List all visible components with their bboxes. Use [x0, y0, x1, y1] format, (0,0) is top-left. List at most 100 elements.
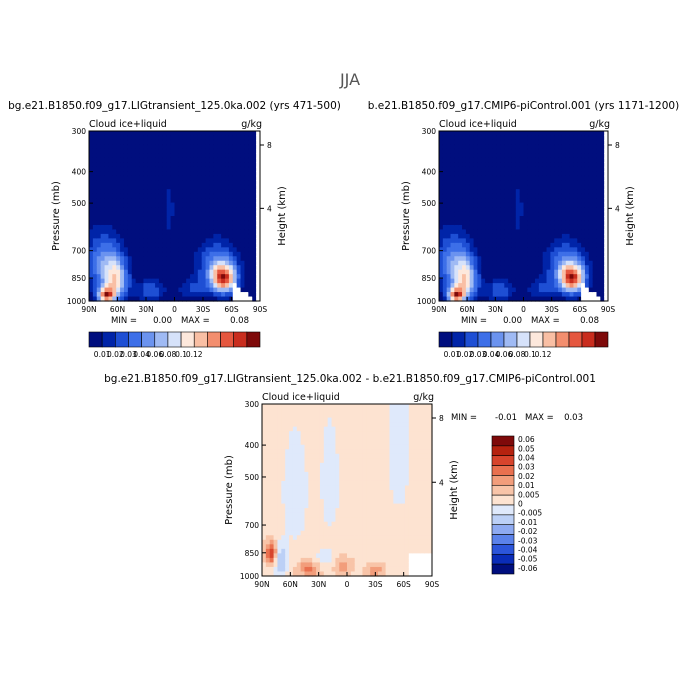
- heatmap-cell: [385, 535, 391, 541]
- heatmap-cell: [450, 184, 455, 190]
- colorbar-swatch: [451, 331, 466, 348]
- heatmap-cell: [120, 296, 125, 302]
- heatmap-cell: [550, 256, 555, 262]
- heatmap-cell: [347, 408, 352, 414]
- heatmap-cell: [370, 539, 375, 545]
- heatmap-cell: [569, 278, 575, 284]
- heatmap-cell: [500, 224, 505, 231]
- heatmap-cell: [127, 283, 133, 289]
- heatmap-cell: [217, 162, 222, 168]
- heatmap-cell: [504, 148, 509, 154]
- heatmap-cell: [381, 539, 387, 545]
- heatmap-cell: [285, 440, 290, 446]
- heatmap-cell: [527, 207, 532, 213]
- heatmap-cell: [462, 283, 467, 289]
- heatmap-cell: [265, 494, 271, 500]
- heatmap-cell: [236, 251, 242, 257]
- heatmap-cell: [458, 189, 463, 195]
- heatmap-cell: [190, 166, 195, 172]
- heatmap-cell: [504, 131, 509, 137]
- heatmap-cell: [201, 144, 207, 150]
- heatmap-cell: [511, 247, 517, 253]
- heatmap-cell: [170, 283, 176, 289]
- heatmap-cell: [296, 512, 302, 518]
- heatmap-cell: [131, 247, 137, 253]
- heatmap-cell: [209, 283, 214, 289]
- heatmap-cell: [331, 539, 337, 545]
- heatmap-cell: [343, 413, 348, 419]
- heatmap-cell: [285, 562, 290, 568]
- heatmap-cell: [312, 548, 317, 554]
- heatmap-cell: [565, 171, 571, 177]
- heatmap-cell: [584, 202, 590, 208]
- heatmap-cell: [446, 274, 452, 280]
- heatmap-cell: [265, 512, 271, 518]
- heatmap-cell: [316, 499, 321, 505]
- colorbar-swatch: [542, 331, 557, 348]
- heatmap-cell: [393, 440, 398, 446]
- heatmap-cell: [554, 131, 559, 137]
- heatmap-cell: [269, 471, 275, 478]
- heatmap-cell: [581, 202, 586, 208]
- heatmap-cell: [277, 517, 282, 523]
- heatmap-cell: [174, 180, 179, 186]
- heatmap-cell: [100, 287, 106, 293]
- heatmap-cell: [481, 229, 486, 235]
- heatmap-cell: [473, 238, 479, 244]
- heatmap-cell: [296, 440, 302, 446]
- heatmap-cell: [596, 224, 601, 231]
- heatmap-cell: [488, 162, 494, 168]
- heatmap-cell: [166, 171, 172, 177]
- heatmap-cell: [454, 283, 459, 289]
- heatmap-cell: [240, 202, 246, 208]
- heatmap-cell: [600, 287, 605, 293]
- heatmap-cell: [542, 296, 548, 302]
- heatmap-cell: [262, 557, 267, 564]
- heatmap-cell: [558, 153, 563, 159]
- heatmap-cell: [343, 480, 348, 487]
- heatmap-cell: [362, 467, 367, 473]
- heatmap-cell: [120, 198, 125, 204]
- heatmap-cell: [362, 408, 367, 414]
- heatmap-cell: [473, 157, 479, 163]
- heatmap-cell: [401, 562, 406, 568]
- heatmap-cell: [596, 144, 601, 150]
- heatmap-cell: [244, 233, 249, 239]
- heatmap-cell: [450, 292, 455, 298]
- heatmap-cell: [450, 265, 455, 271]
- heatmap-cell: [256, 171, 261, 177]
- heatmap-cell: [252, 207, 257, 213]
- heatmap-cell: [535, 193, 540, 199]
- heatmap-cell: [473, 135, 479, 141]
- heatmap-cell: [225, 269, 230, 275]
- heatmap-cell: [462, 216, 467, 222]
- heatmap-cell: [120, 278, 125, 284]
- heatmap-cell: [458, 274, 463, 280]
- heatmap-cell: [408, 517, 414, 523]
- heatmap-cell: [496, 153, 502, 159]
- heatmap-cell: [228, 256, 234, 262]
- heatmap-cell: [213, 144, 218, 150]
- heatmap-cell: [225, 157, 230, 163]
- heatmap-cell: [454, 157, 459, 163]
- heatmap-cell: [289, 453, 294, 459]
- heatmap-cell: [527, 198, 532, 204]
- heatmap-cell: [504, 229, 509, 235]
- heatmap-cell: [236, 229, 242, 235]
- heatmap-cell: [554, 242, 559, 248]
- heatmap-cell: [190, 139, 195, 146]
- heatmap-cell: [265, 485, 271, 491]
- heatmap-cell: [289, 480, 294, 487]
- heatmap-cell: [304, 562, 309, 568]
- heatmap-cell: [151, 216, 156, 222]
- heatmap-cell: [193, 256, 199, 262]
- heatmap-cell: [604, 189, 609, 195]
- heatmap-cell: [362, 562, 367, 568]
- heatmap-cell: [496, 211, 502, 217]
- heatmap-cell: [262, 517, 267, 523]
- heatmap-cell: [273, 557, 279, 564]
- heatmap-cell: [248, 166, 253, 172]
- heatmap-cell: [519, 211, 525, 217]
- heatmap-cell: [584, 175, 590, 181]
- heatmap-cell: [277, 458, 282, 464]
